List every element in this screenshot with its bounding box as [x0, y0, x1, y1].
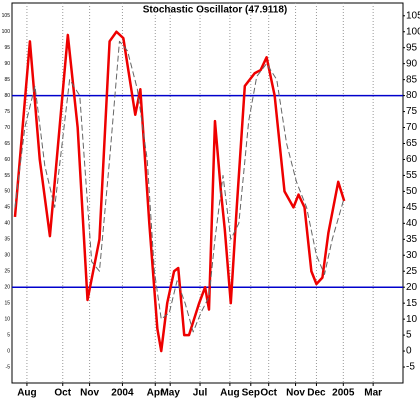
y-tick-label-right: 105 [406, 10, 420, 21]
x-tick-label: Mar [364, 388, 382, 399]
x-tick-label: Dec [307, 388, 326, 399]
y-tick-label-left: 45 [4, 205, 10, 211]
y-tick-label-left: 30 [4, 253, 10, 259]
x-tick-label: May [160, 388, 180, 399]
y-tick-label-left: -5 [6, 364, 11, 370]
y-tick-label-right: 30 [406, 250, 418, 261]
y-tick-label-left: 15 [4, 300, 10, 306]
y-tick-label-left: 105 [2, 13, 11, 19]
y-tick-label-right: 25 [406, 266, 418, 277]
y-tick-label-left: 60 [4, 157, 10, 163]
y-tick-label-right: 75 [406, 106, 418, 117]
y-tick-label-left: 50 [4, 189, 10, 195]
y-tick-label-left: 5 [7, 332, 10, 338]
y-tick-label-right: 85 [406, 74, 418, 85]
x-tick-label: Nov [80, 388, 99, 399]
y-tick-label-right: 60 [406, 154, 418, 165]
y-tick-label-right: 0 [406, 346, 412, 357]
x-tick-label: Jul [193, 388, 208, 399]
oscillator-line [13, 30, 346, 353]
y-tick-label-left: 95 [4, 45, 10, 51]
y-tick-label-right: 35 [406, 234, 418, 245]
x-tick-label: Apr [147, 388, 164, 399]
x-tick-label: Aug [17, 388, 36, 399]
chart-title: Stochastic Oscillator (47.9118) [143, 5, 288, 16]
y-tick-label-right: 50 [406, 186, 418, 197]
plot-frame [11, 2, 404, 384]
x-tick-label: 2004 [111, 388, 134, 399]
y-tick-label-right: 80 [406, 90, 418, 101]
y-tick-label-right: 65 [406, 138, 418, 149]
y-tick-label-right: -5 [406, 362, 415, 373]
y-tick-label-left: 90 [4, 61, 10, 67]
y-tick-label-left: 55 [4, 173, 10, 179]
y-tick-label-right: 95 [406, 42, 418, 53]
y-tick-label-right: 5 [406, 330, 412, 341]
y-tick-label-left: 35 [4, 237, 10, 243]
x-tick-label: Nov [286, 388, 305, 399]
y-tick-label-left: 85 [4, 77, 10, 83]
y-tick-label-right: 10 [406, 314, 418, 325]
y-tick-label-left: 65 [4, 141, 10, 147]
y-tick-label-right: 55 [406, 170, 418, 181]
y-tick-label-right: 100 [406, 26, 420, 37]
signal-line [14, 40, 345, 333]
y-tick-label-left: 10 [4, 316, 10, 322]
y-tick-label-left: 40 [4, 221, 10, 227]
x-tick-label: Aug [220, 388, 239, 399]
y-tick-label-right: 70 [406, 122, 418, 133]
y-tick-label-left: 0 [7, 348, 10, 354]
y-tick-label-right: 40 [406, 218, 418, 229]
y-tick-label-left: 20 [4, 285, 10, 291]
x-tick-label: 2005 [332, 388, 355, 399]
y-tick-label-right: 20 [406, 282, 418, 293]
y-tick-label-right: 90 [406, 58, 418, 69]
x-tick-label: Oct [54, 388, 71, 399]
y-tick-label-left: 70 [4, 125, 10, 131]
x-tick-label: Oct [260, 388, 277, 399]
y-tick-label-left: 25 [4, 269, 10, 275]
y-tick-label-left: 75 [4, 109, 10, 115]
y-tick-label-right: 45 [406, 202, 418, 213]
y-tick-label-left: 100 [2, 29, 11, 35]
y-tick-label-right: 15 [406, 298, 418, 309]
y-tick-label-left: 80 [4, 93, 10, 99]
x-tick-label: Sep [242, 388, 260, 399]
